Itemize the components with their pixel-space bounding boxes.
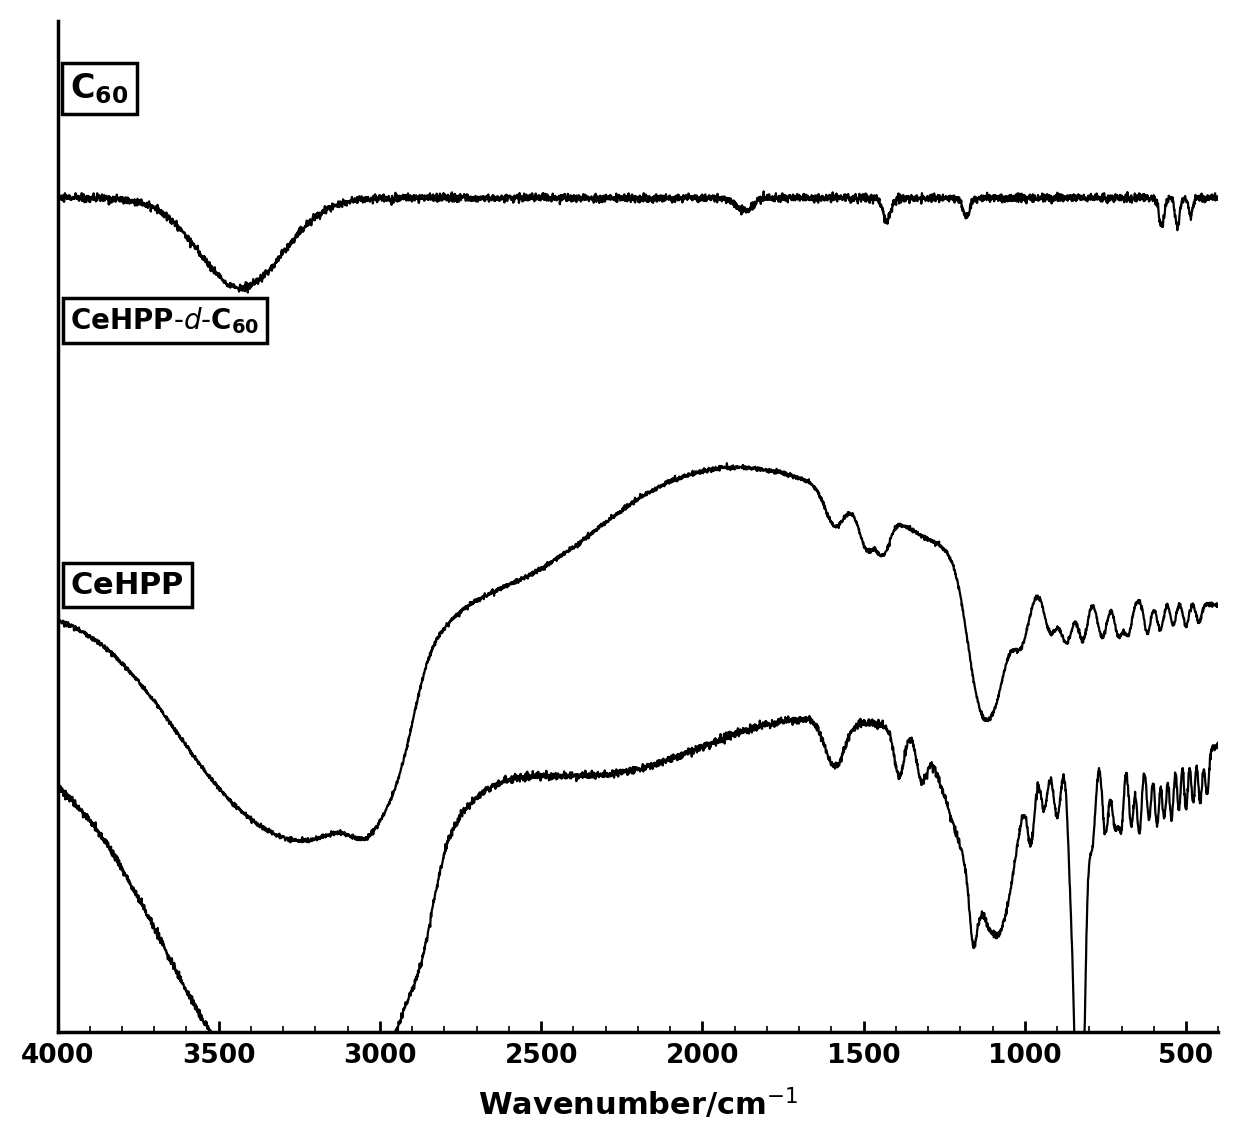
Text: $\mathbf{CeHPP}$: $\mathbf{CeHPP}$: [71, 571, 185, 600]
Text: $\mathbf{CeHPP\text{-}\mathit{d}\text{-}C_{60}}$: $\mathbf{CeHPP\text{-}\mathit{d}\text{-}…: [71, 305, 260, 336]
X-axis label: Wavenumber/cm$^{-1}$: Wavenumber/cm$^{-1}$: [477, 1086, 799, 1121]
Text: $\mathbf{C_{60}}$: $\mathbf{C_{60}}$: [71, 72, 129, 106]
